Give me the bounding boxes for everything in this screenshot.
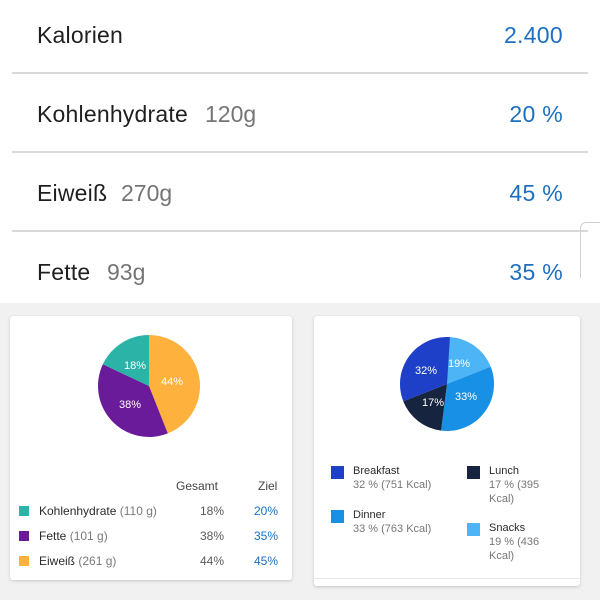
lunch-slice xyxy=(403,384,447,431)
macro-row-total: 38% xyxy=(200,529,225,543)
carbs-slice xyxy=(102,335,149,386)
calories-label: Kalorien xyxy=(37,22,123,48)
macro-row-total: 44% xyxy=(200,554,225,568)
snacks-slice xyxy=(447,337,491,384)
legend-name: Dinner xyxy=(353,509,386,521)
legend-detail: 32 % (751 Kcal) xyxy=(353,479,432,491)
fat-color-swatch xyxy=(19,531,29,541)
meal-distribution-card: 32% 19% 33% 17% Breakfast 32 % (751 Kcal… xyxy=(314,316,580,586)
protein-color-swatch xyxy=(19,556,29,566)
dinner-color-swatch xyxy=(331,510,344,523)
breakfast-slice xyxy=(400,337,450,402)
legend-detail: 19 % (436 Kcal) xyxy=(489,536,540,562)
macro-pie-label-fat: 38% xyxy=(119,399,141,411)
calories-row[interactable]: Kalorien 2.400 xyxy=(0,0,600,78)
carbs-amount: 120g xyxy=(205,101,257,127)
carbs-row[interactable]: Kohlenhydrate 120g 20 % xyxy=(0,74,600,152)
macro-pie-label-protein: 44% xyxy=(161,376,183,388)
legend-name: Snacks xyxy=(489,522,526,534)
macro-row-name: Fette (101 g) xyxy=(39,529,108,543)
meal-pie-label-breakfast: 32% xyxy=(415,365,437,377)
macro-row-goal: 35% xyxy=(254,529,279,543)
macro-distribution-card: 18% 38% 44% Gesamt Ziel Kohlenhydrate (1… xyxy=(10,316,292,580)
fat-slice xyxy=(97,364,168,438)
legend-name: Lunch xyxy=(489,465,519,477)
macro-row-goal: 45% xyxy=(254,554,279,568)
protein-percent: 45 % xyxy=(509,180,563,206)
legend-detail: 17 % (395 Kcal) xyxy=(489,479,540,505)
macro-row-total: 18% xyxy=(200,504,225,518)
card-divider xyxy=(314,578,580,579)
column-header-total: Gesamt xyxy=(176,479,219,493)
edge-handle xyxy=(580,222,600,278)
nutrition-summary: Kalorien 2.400 Kohlenhydrate 120g 20 % E… xyxy=(0,0,600,285)
macro-row-protein: Eiweiß (261 g) 44% 45% xyxy=(10,553,292,573)
dinner-slice xyxy=(441,366,494,431)
macro-row-carbs: Kohlenhydrate (110 g) 18% 20% xyxy=(10,503,292,523)
row-divider xyxy=(12,72,588,74)
carbs-label: Kohlenhydrate xyxy=(37,101,188,127)
breakfast-color-swatch xyxy=(331,466,344,479)
protein-label: Eiweiß xyxy=(37,180,108,206)
macro-row-fat: Fette (101 g) 38% 35% xyxy=(10,528,292,548)
fat-amount: 93g xyxy=(107,259,146,285)
protein-slice xyxy=(149,335,201,434)
carbs-color-swatch xyxy=(19,506,29,516)
macro-pie-chart: 18% 38% 44% xyxy=(97,335,201,438)
meal-pie-label-lunch: 17% xyxy=(422,397,444,409)
fat-label: Fette xyxy=(37,259,91,285)
macro-pie-label-carbs: 18% xyxy=(124,360,146,372)
column-header-goal: Ziel xyxy=(258,479,278,493)
meal-pie-chart: 32% 19% 33% 17% xyxy=(400,337,494,431)
snacks-color-swatch xyxy=(467,523,480,536)
macro-row-goal: 20% xyxy=(254,504,279,518)
calories-value: 2.400 xyxy=(503,22,563,48)
legend-name: Breakfast xyxy=(353,465,400,477)
meal-pie-label-dinner: 33% xyxy=(455,391,477,403)
meal-pie-label-snacks: 19% xyxy=(448,358,470,370)
carbs-percent: 20 % xyxy=(509,101,563,127)
protein-amount: 270g xyxy=(121,180,173,206)
fat-percent: 35 % xyxy=(509,259,563,285)
lunch-color-swatch xyxy=(467,466,480,479)
legend-detail: 33 % (763 Kcal) xyxy=(353,523,432,535)
fat-row[interactable]: Fette 93g 35 % xyxy=(0,232,600,310)
macro-row-name: Eiweiß (261 g) xyxy=(39,554,117,568)
protein-row[interactable]: Eiweiß 270g 45 % xyxy=(0,153,600,231)
row-divider xyxy=(12,151,588,153)
macro-row-name: Kohlenhydrate (110 g) xyxy=(39,504,157,518)
row-divider xyxy=(12,230,588,232)
